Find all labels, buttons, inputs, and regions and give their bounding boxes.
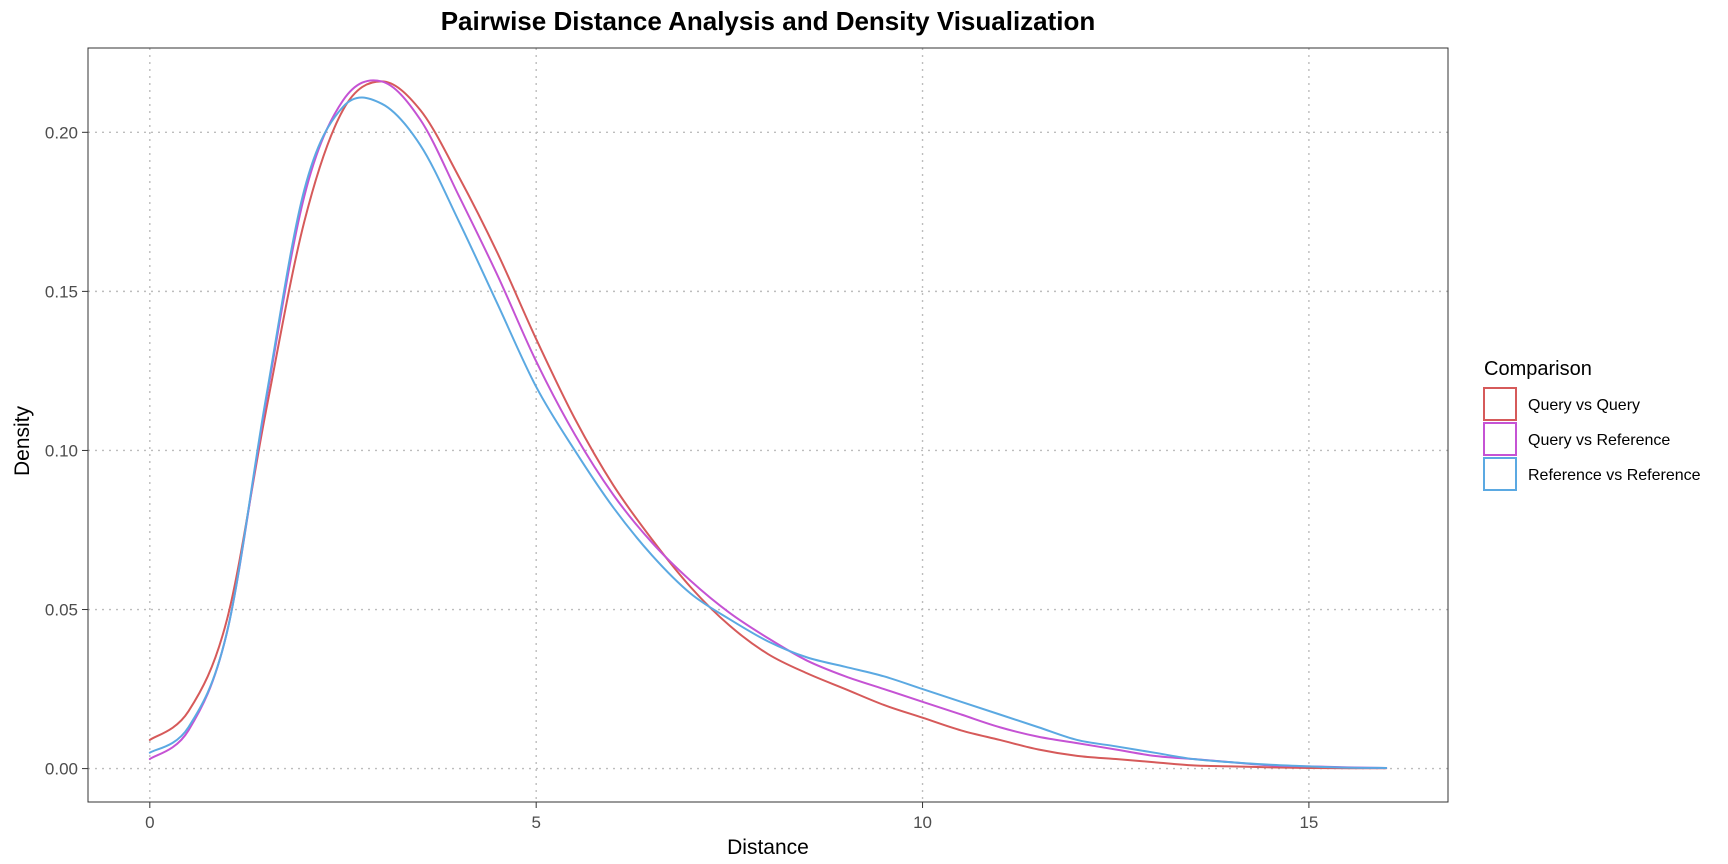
- legend-key: [1483, 387, 1517, 421]
- y-tick-label: 0.15: [45, 282, 78, 301]
- legend-item-query-vs-query: Query vs Query: [1483, 387, 1640, 421]
- plot-panel-border: [87, 47, 1449, 803]
- y-tick-label: 0.10: [45, 441, 78, 460]
- x-tick-label: 0: [145, 813, 154, 832]
- grid-lines: [88, 48, 1448, 802]
- legend-label: Query vs Reference: [1528, 432, 1670, 449]
- y-axis-ticks: 0.00 0.05 0.10 0.15 0.20: [45, 123, 88, 779]
- density-line-query-vs-query: [148, 80, 1388, 770]
- y-tick-label: 0.20: [45, 123, 78, 142]
- x-axis-ticks: 0 5 10 15: [145, 802, 1318, 832]
- legend-item-reference-vs-reference: Reference vs Reference: [1483, 457, 1701, 491]
- chart-title: Pairwise Distance Analysis and Density V…: [441, 6, 1096, 36]
- density-line-query-vs-reference: [148, 79, 1388, 769]
- legend-items: Query vs Query Query vs Reference Referenc…: [1483, 387, 1701, 491]
- density-line-reference-vs-reference: [148, 96, 1388, 769]
- density-curves: [148, 79, 1388, 770]
- x-tick-label: 10: [913, 813, 932, 832]
- legend-key: [1483, 457, 1517, 491]
- legend-label: Query vs Query: [1528, 397, 1640, 414]
- y-axis-title: Density: [11, 405, 34, 476]
- legend-title: Comparison: [1484, 358, 1592, 380]
- legend-key: [1483, 422, 1517, 456]
- y-tick-label: 0.05: [45, 601, 78, 620]
- x-tick-label: 5: [531, 813, 540, 832]
- legend-label: Reference vs Reference: [1528, 467, 1701, 484]
- legend-item-query-vs-reference: Query vs Reference: [1483, 422, 1670, 456]
- y-tick-label: 0.00: [45, 760, 78, 779]
- legend: Comparison Query vs Query Query vs Refere…: [1483, 358, 1701, 491]
- x-axis-title: Distance: [727, 836, 809, 859]
- x-tick-label: 15: [1299, 813, 1318, 832]
